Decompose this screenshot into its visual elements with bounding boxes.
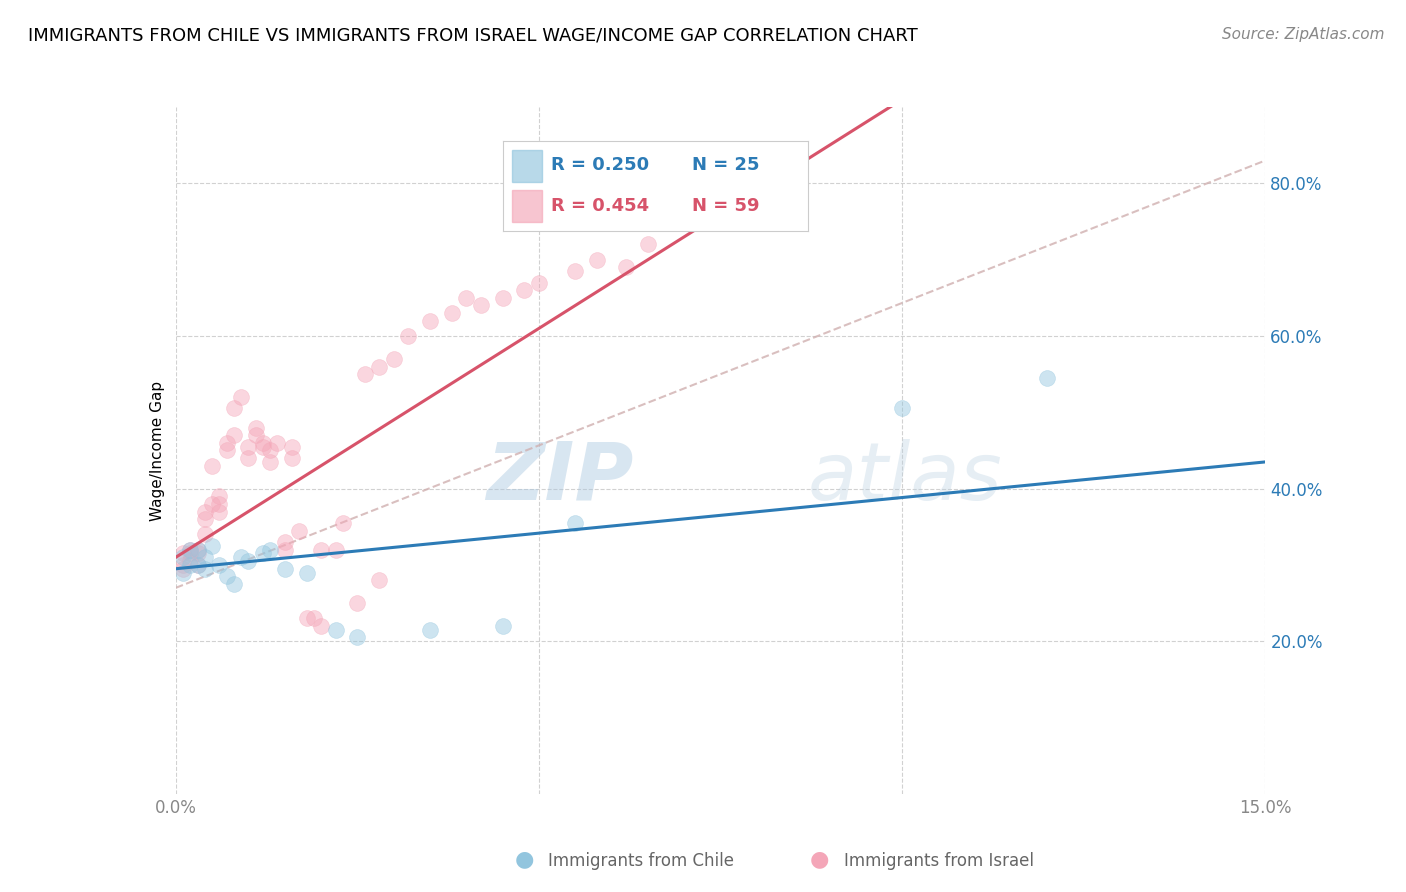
Point: [179, 542, 201, 557]
Point: [201, 497, 224, 511]
Point: [492, 619, 515, 633]
Point: [564, 516, 586, 530]
Text: IMMIGRANTS FROM CHILE VS IMMIGRANTS FROM ISRAEL WAGE/INCOME GAP CORRELATION CHAR: IMMIGRANTS FROM CHILE VS IMMIGRANTS FROM…: [28, 27, 918, 45]
Point: [302, 611, 325, 625]
Text: N = 25: N = 25: [692, 156, 759, 175]
Point: [172, 550, 194, 565]
Point: [179, 558, 201, 572]
Point: [222, 577, 245, 591]
Point: [368, 573, 391, 587]
Point: [215, 435, 238, 450]
Point: [527, 276, 550, 290]
Point: [179, 554, 201, 568]
Point: [245, 420, 267, 434]
Text: atlas: atlas: [807, 439, 1002, 517]
FancyBboxPatch shape: [512, 151, 543, 182]
Point: [186, 558, 209, 572]
Point: [208, 558, 231, 572]
Point: [252, 440, 274, 454]
Point: [172, 562, 194, 576]
Point: [231, 390, 253, 404]
Point: [186, 558, 209, 572]
Point: [295, 566, 318, 580]
Point: [637, 237, 659, 252]
Point: [172, 546, 194, 561]
Point: [259, 455, 281, 469]
Point: [172, 566, 194, 580]
FancyBboxPatch shape: [512, 191, 543, 222]
Point: [281, 451, 304, 466]
Point: [274, 535, 297, 549]
Point: [346, 631, 368, 645]
Point: [222, 428, 245, 442]
Point: [208, 504, 231, 518]
Point: [238, 554, 260, 568]
Point: [382, 351, 405, 366]
Point: [222, 401, 245, 416]
Point: [259, 443, 281, 458]
Point: [368, 359, 391, 374]
Point: [172, 558, 194, 572]
Point: [186, 546, 209, 561]
Point: [332, 516, 354, 530]
Point: [215, 443, 238, 458]
Point: [238, 451, 260, 466]
Point: [325, 542, 347, 557]
Point: [208, 489, 231, 503]
Point: [215, 569, 238, 583]
Point: [194, 527, 217, 541]
Text: ZIP: ZIP: [486, 439, 633, 517]
Point: [179, 546, 201, 561]
Point: [353, 367, 375, 381]
Point: [266, 435, 288, 450]
Point: [252, 435, 274, 450]
Point: [201, 458, 224, 473]
Point: [346, 596, 368, 610]
Point: [231, 550, 253, 565]
Point: [419, 623, 441, 637]
Text: Immigrants from Chile: Immigrants from Chile: [548, 852, 734, 870]
Point: [440, 306, 463, 320]
Point: [194, 504, 217, 518]
Text: R = 0.250: R = 0.250: [551, 156, 650, 175]
Point: [194, 512, 217, 526]
Point: [194, 562, 217, 576]
Point: [456, 291, 478, 305]
Point: [245, 428, 267, 442]
Point: [419, 314, 441, 328]
Point: [194, 550, 217, 565]
Point: [513, 283, 536, 297]
Y-axis label: Wage/Income Gap: Wage/Income Gap: [149, 380, 165, 521]
Point: [295, 611, 318, 625]
Point: [309, 542, 332, 557]
Point: [281, 440, 304, 454]
Point: [586, 252, 609, 267]
Point: [891, 401, 914, 416]
Point: [186, 542, 209, 557]
Text: N = 59: N = 59: [692, 196, 759, 215]
Text: ●: ●: [515, 850, 534, 870]
Point: [492, 291, 515, 305]
Point: [186, 542, 209, 557]
Point: [614, 260, 637, 275]
Point: [238, 440, 260, 454]
Point: [252, 546, 274, 561]
Text: R = 0.454: R = 0.454: [551, 196, 650, 215]
Text: ●: ●: [810, 850, 830, 870]
Text: Source: ZipAtlas.com: Source: ZipAtlas.com: [1222, 27, 1385, 42]
Point: [259, 542, 281, 557]
Point: [396, 329, 419, 343]
Point: [564, 264, 586, 278]
Point: [470, 298, 492, 312]
Point: [201, 539, 224, 553]
Point: [1036, 371, 1059, 385]
Text: Immigrants from Israel: Immigrants from Israel: [844, 852, 1033, 870]
Point: [274, 542, 297, 557]
Point: [309, 619, 332, 633]
Point: [208, 497, 231, 511]
Point: [274, 562, 297, 576]
Point: [288, 524, 311, 538]
Point: [179, 542, 201, 557]
Point: [325, 623, 347, 637]
